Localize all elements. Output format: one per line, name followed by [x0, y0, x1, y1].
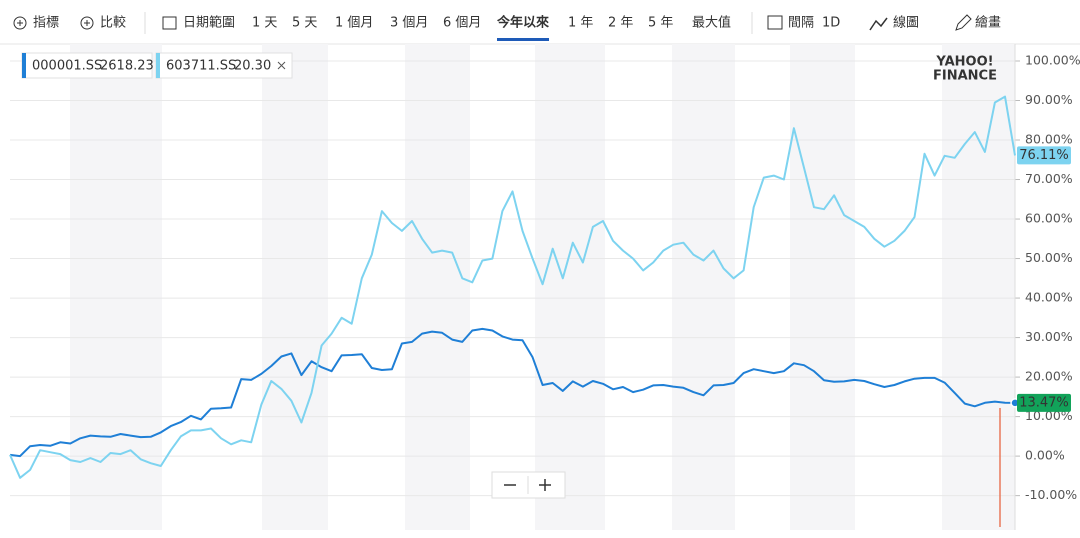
icon — [13, 16, 27, 30]
y-tick-label: 20.00% — [1025, 369, 1073, 384]
y-tick-label: 40.00% — [1025, 290, 1073, 305]
icon — [80, 16, 94, 30]
toolbar-item[interactable]: 5 天 — [292, 16, 317, 31]
y-tick-label: 30.00% — [1025, 329, 1073, 344]
y-tick-label: -10.00% — [1025, 487, 1077, 502]
toolbar-item[interactable]: 6 個月 — [443, 16, 481, 31]
grid — [10, 60, 1020, 497]
toolbar-item[interactable]: 比較 — [100, 16, 126, 31]
watermark: YAHOO! — [935, 55, 993, 70]
y-tick-label: 60.00% — [1025, 211, 1073, 226]
legend-name: 000001.SS — [32, 59, 102, 74]
legend-color — [156, 53, 160, 78]
legend-close[interactable] — [277, 61, 286, 70]
last-value-label: 76.11% — [1019, 148, 1069, 163]
toolbar-item[interactable]: 1 天 — [252, 16, 277, 31]
toolbar-item[interactable]: 3 個月 — [390, 16, 428, 31]
band — [262, 44, 328, 530]
legend-chip[interactable] — [155, 52, 293, 79]
legend-color — [22, 53, 26, 78]
toolbar-item[interactable]: 間隔 — [788, 16, 814, 31]
band — [790, 44, 855, 530]
band — [942, 44, 1015, 530]
toolbar-item[interactable]: 線圖 — [893, 15, 919, 31]
y-tick-label: 100.00% — [1025, 52, 1080, 67]
watermark: FINANCE — [933, 69, 997, 84]
y-tick-label: 0.00% — [1025, 448, 1065, 463]
plot — [9, 95, 1016, 479]
legend-price: 2618.23 — [100, 59, 154, 74]
band — [672, 44, 735, 530]
y-tick-label: 90.00% — [1025, 92, 1073, 107]
y-tick-label: 70.00% — [1025, 171, 1073, 186]
bands — [70, 44, 1015, 530]
last-value-flag — [1017, 393, 1071, 412]
band — [535, 44, 605, 530]
legend-price: 20.30 — [234, 59, 271, 74]
last-value-label: 13.47% — [1019, 395, 1069, 410]
icon — [162, 16, 177, 30]
zoom-control[interactable] — [491, 471, 566, 499]
toolbar-item[interactable]: 今年以來 — [496, 15, 550, 31]
icon — [84, 20, 90, 26]
legend-name: 603711.SS — [166, 59, 236, 74]
legend-chip[interactable] — [21, 52, 153, 79]
active-underline — [497, 38, 550, 41]
toolbar-item[interactable]: 指標 — [33, 16, 59, 31]
toolbar-item[interactable]: 最大值 — [692, 15, 731, 31]
toolbar-item[interactable]: 2 年 — [608, 16, 633, 31]
toolbar-item[interactable]: 5 年 — [648, 16, 673, 31]
toolbar-item[interactable]: 1D — [822, 16, 840, 31]
band — [405, 44, 470, 530]
y-tick-label: 50.00% — [1025, 250, 1073, 265]
last-value-flag — [1017, 146, 1071, 165]
icon — [869, 17, 888, 31]
toolbar-item[interactable]: 日期範圍 — [183, 16, 235, 31]
icon — [767, 15, 783, 30]
icon — [955, 14, 972, 31]
icon — [17, 20, 23, 26]
series-line — [9, 327, 1016, 458]
band — [70, 44, 162, 530]
toolbar-item[interactable]: 1 年 — [568, 16, 593, 31]
toolbar-item[interactable]: 繪畫 — [975, 15, 1001, 31]
y-tick-label: 80.00% — [1025, 132, 1073, 147]
toolbar-item[interactable]: 1 個月 — [335, 16, 373, 31]
series-line — [9, 95, 1016, 479]
